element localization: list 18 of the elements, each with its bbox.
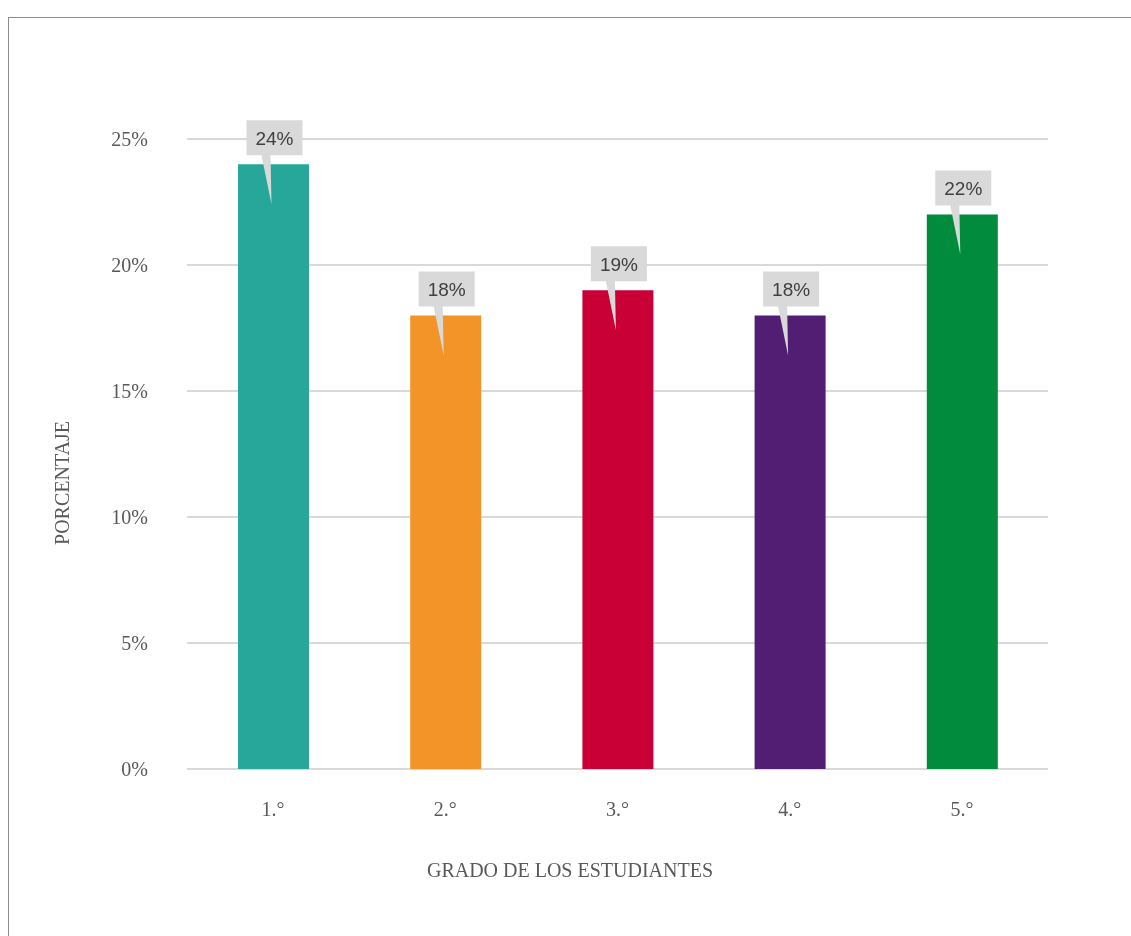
y-tick-label: 10%	[111, 506, 148, 529]
y-tick-label: 25%	[111, 128, 148, 151]
x-tick-label: 4.°	[778, 798, 802, 821]
data-label: 18%	[427, 278, 466, 300]
data-label: 24%	[255, 127, 294, 149]
x-tick-label: 5.°	[950, 798, 974, 821]
y-tick-label: 15%	[111, 380, 148, 403]
y-tick-label: 5%	[121, 632, 148, 655]
data-label: 19%	[599, 253, 639, 275]
x-tick-label: 2.°	[433, 798, 457, 821]
x-tick-label: 1.°	[261, 798, 285, 821]
x-axis-title: GRADO DE LOS ESTUDIANTES	[426, 859, 714, 881]
data-label: 22%	[944, 178, 983, 200]
y-tick-label: 20%	[111, 254, 148, 277]
y-axis-title: PORCENTAJE	[51, 421, 73, 545]
data-label: 18%	[772, 278, 811, 300]
x-tick-label: 3.°	[606, 798, 629, 821]
y-tick-label: 0%	[121, 758, 148, 781]
